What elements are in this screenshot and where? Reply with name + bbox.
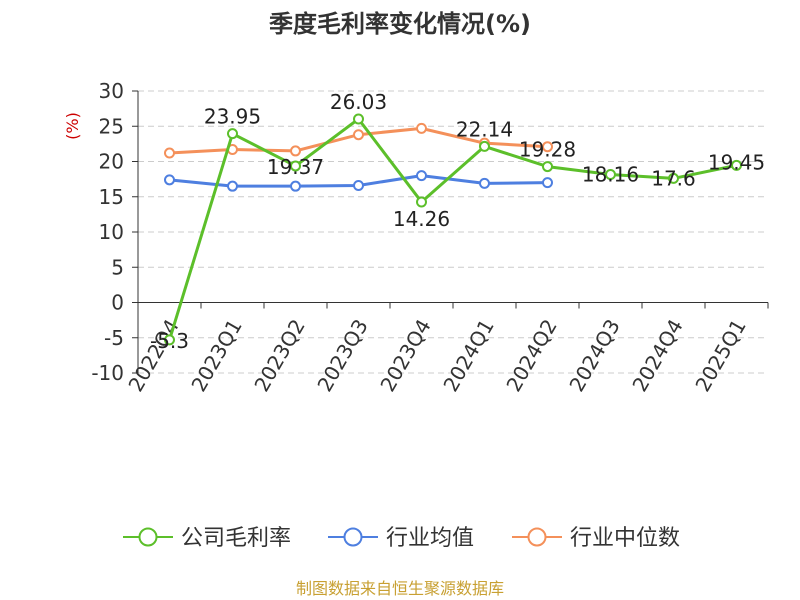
data-point (731, 159, 742, 171)
x-tick-label: 2024Q1 (438, 315, 498, 396)
x-tick-label: 2024Q2 (501, 315, 561, 396)
x-tick-label: 2024Q3 (564, 315, 624, 396)
series-line (168, 117, 737, 341)
y-tick-label: 10 (99, 220, 124, 244)
data-point (605, 168, 616, 180)
data-point (164, 147, 175, 159)
data-label: 19.37 (267, 155, 324, 179)
y-tick-label: 30 (99, 79, 124, 103)
data-point (164, 174, 175, 186)
data-label: 18.16 (582, 162, 639, 186)
legend-label: 行业中位数 (570, 526, 680, 551)
x-tick-label: 2023Q3 (312, 315, 372, 396)
x-tick-label: 2023Q1 (186, 315, 246, 396)
data-point (542, 177, 553, 189)
data-label: 19.45 (708, 150, 765, 174)
grid-lines (138, 90, 768, 374)
legend-label: 公司毛利率 (181, 526, 291, 551)
data-point (353, 129, 364, 141)
x-tick-labels: 2022Q4 2023Q1 2023Q2 2023Q3 2023Q4 2024Q1 2024… (123, 315, 750, 396)
legend-label: 行业均值 (386, 526, 474, 551)
x-tick-label: 2025Q1 (690, 315, 750, 396)
data-point (416, 196, 427, 208)
data-label: -5.3 (150, 329, 189, 353)
data-point (290, 145, 301, 157)
data-label: 14.26 (393, 207, 450, 231)
data-label: 17.6 (651, 166, 696, 190)
x-tick-label: 2023Q4 (375, 315, 435, 396)
x-tick-label: 2023Q2 (249, 315, 309, 396)
data-point (290, 180, 301, 192)
data-point (353, 179, 364, 191)
data-point (542, 161, 553, 173)
data-label: 26.03 (330, 90, 387, 114)
data-point (668, 172, 679, 184)
y-tick-label: -10 (91, 361, 124, 385)
data-point (227, 128, 238, 140)
data-point (227, 180, 238, 192)
series-lines (164, 113, 742, 346)
y-tick-label: 20 (99, 150, 124, 174)
data-point (542, 141, 553, 153)
y-axis-unit: (%) (63, 112, 82, 140)
chart-title: 季度毛利率变化情况(%) (269, 10, 531, 38)
y-tick-label: 15 (99, 185, 124, 209)
legend-swatch-marker (343, 527, 363, 547)
x-tick-label: 2024Q4 (627, 315, 687, 396)
legend-swatch-marker (138, 527, 158, 547)
source-note: 制图数据来自恒生聚源数据库 (296, 579, 504, 598)
y-tick-label: 0 (111, 291, 124, 315)
legend-swatch-marker (527, 527, 547, 547)
y-tick-label: 25 (99, 114, 124, 138)
y-tick-label: 5 (111, 255, 124, 279)
data-point (479, 177, 490, 189)
y-tick-label: -5 (104, 326, 124, 350)
axes (132, 90, 769, 374)
data-point (164, 334, 175, 346)
legend: 公司毛利率 行业均值 行业中位数 (123, 526, 680, 551)
data-label: 23.95 (204, 105, 261, 129)
y-tick-labels: 30 25 20 15 10 5 0 -5 -10 (91, 79, 124, 385)
data-point (290, 160, 301, 172)
data-label: 22.14 (456, 117, 513, 141)
data-point (479, 140, 490, 152)
data-point (416, 170, 427, 182)
data-point (416, 122, 427, 134)
data-point (353, 113, 364, 125)
data-label: 19.28 (519, 138, 576, 162)
